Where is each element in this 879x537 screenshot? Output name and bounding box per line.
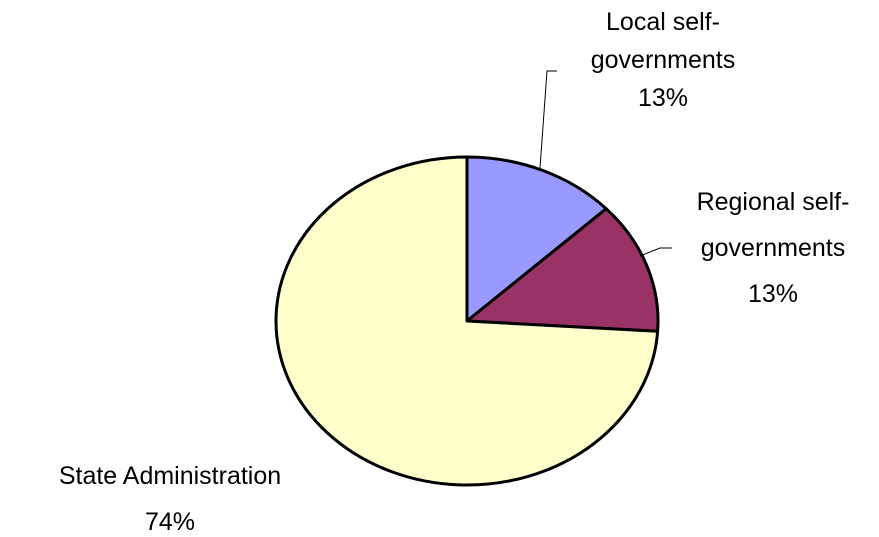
slice-labels: Local self-governments 13% Regional self-g… [59,8,850,536]
pie-slices [274,155,660,487]
leader-line-0 [539,70,557,169]
slice-percent-label-2: 74% [145,508,195,536]
slice-name-label-0: Local self- [606,8,720,36]
slice-name-label-0: governments [591,46,736,74]
slice-percent-label-1: 13% [748,280,798,308]
pie-slice-0 [465,155,608,323]
slice-name-label-1: Regional self- [697,188,850,216]
pie-slice-1 [465,207,660,333]
slice-name-label-1: governments [701,234,846,262]
pie-slice-2 [274,155,660,487]
leader-line-1 [639,247,672,257]
leader-lines [539,70,672,257]
slice-name-label-2: State Administration [59,462,281,490]
slice-percent-label-0: 13% [638,84,688,112]
